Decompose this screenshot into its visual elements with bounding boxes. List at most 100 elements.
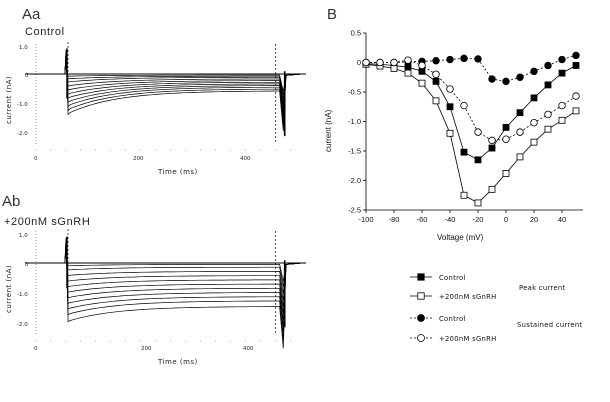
panel-ab-plot — [25, 229, 306, 349]
b-ytick-1: 0.5 — [351, 29, 361, 38]
b-series-2-point-16 — [572, 107, 580, 115]
b-series-1-point-7 — [446, 103, 454, 111]
b-series-1-point-10 — [488, 144, 496, 152]
b-ytick-3: -0.5 — [348, 88, 361, 97]
b-series-4-point-15 — [558, 101, 566, 110]
b-series-4-point-14 — [544, 110, 552, 119]
aa-xlabel: Time (ms) — [157, 168, 198, 176]
b-ytick-6: -2.0 — [348, 176, 361, 185]
b-series-3-point-12 — [516, 73, 524, 81]
b-series-4-point-3 — [390, 58, 398, 67]
ab-trace-3 — [35, 246, 303, 294]
legend-marker-4 — [417, 334, 425, 342]
b-series-1-point-9 — [474, 156, 482, 164]
b-series-4-point-1 — [362, 58, 370, 67]
b-series-1-point-5 — [418, 67, 426, 75]
b-series-3-point-6 — [432, 57, 440, 65]
b-xlabel: Voltage (mV) — [437, 233, 484, 242]
legend-group-peak: Peak current — [519, 284, 565, 292]
ab-trace-7 — [35, 242, 303, 321]
b-series-4-point-6 — [432, 70, 440, 78]
b-series-4-point-9 — [474, 128, 482, 136]
b-series-1-point-6 — [432, 77, 440, 85]
b-series-3-point-15 — [558, 55, 566, 64]
aa-trace-7 — [35, 53, 303, 115]
b-series-4-point-10 — [488, 136, 496, 145]
b-series-2-point-7 — [446, 129, 454, 137]
b-series-4-point-16 — [572, 92, 580, 100]
b-series-2-point-13 — [530, 138, 538, 146]
b-xtick-1: -100 — [358, 215, 373, 224]
ab-trace-2 — [35, 247, 303, 287]
b-series-1-line — [365, 63, 577, 161]
legend-marker-1 — [417, 273, 425, 281]
b-series-1-point-12 — [516, 109, 524, 117]
ab-xtick-3: 400 — [243, 346, 254, 352]
panel-aa-plot — [25, 42, 306, 151]
panel-ab-title: +200nM sGnRH — [4, 216, 90, 228]
aa-xtick-1: 0 — [34, 156, 38, 162]
ab-trace-9 — [35, 239, 303, 334]
ab-trace-8 — [35, 241, 303, 327]
b-series-4-point-12 — [516, 128, 524, 136]
panel-aa-letter: Aa — [22, 6, 41, 23]
b-series-2-point-5 — [418, 79, 426, 87]
panel-aa: Aa Control 1.0 0 -1.0 -2.0 0 200 400 Tim… — [5, 6, 306, 176]
b-xtick-2: -80 — [389, 215, 400, 224]
b-series-3-point-13 — [530, 67, 538, 76]
legend-marker-3 — [417, 314, 425, 322]
panel-ab-letter: Ab — [2, 193, 20, 210]
panel-b-letter: B — [327, 6, 337, 23]
b-series-2-point-11 — [502, 170, 510, 177]
b-series-3-point-11 — [502, 77, 510, 86]
b-series-2-point-3 — [390, 65, 398, 72]
b-xtick-8: 40 — [558, 215, 566, 224]
ab-ylabel: current (nA) — [5, 265, 13, 313]
b-xtick-3: -60 — [417, 215, 428, 224]
b-series-2-point-14 — [544, 125, 552, 133]
legend-entry-1: Control — [439, 274, 466, 282]
legend: Control +200nM sGnRH Control +200nM sGnR… — [410, 273, 582, 343]
legend-markers — [410, 273, 432, 342]
b-series-4-point-8 — [460, 101, 468, 110]
aa-ytick-2: 0 — [25, 73, 29, 79]
ab-trace-5 — [35, 244, 303, 307]
b-series-2-line — [365, 63, 577, 204]
ab-ytick-1: 1.0 — [19, 233, 28, 239]
panel-b: B 0.5 0 -0.5 -1.0 -1.5 -2.0 -2.5-100 -80 -60 -40 -… — [324, 6, 583, 242]
aa-trace-4 — [35, 57, 303, 103]
ab-trace-11 — [35, 237, 303, 349]
b-series-1-point-16 — [572, 62, 580, 69]
b-ytick-7: -2.5 — [348, 206, 361, 215]
b-series-4-point-5 — [418, 61, 426, 70]
ab-trace-10 — [35, 238, 303, 341]
b-series-2-point-15 — [558, 116, 566, 124]
aa-trace-10 — [35, 50, 303, 127]
b-series-2-point-12 — [516, 153, 524, 161]
b-series-2-point-4 — [404, 69, 412, 77]
panel-aa-title: Control — [25, 26, 65, 38]
b-xtick-5: -20 — [473, 215, 484, 224]
panel-ab: Ab +200nM sGnRH 1.0 0 -1.0 -2.0 0 200 40… — [2, 193, 306, 366]
aa-trace-2 — [35, 59, 303, 95]
aa-trace-5 — [35, 56, 303, 107]
aa-ytick-1: 1.0 — [19, 45, 28, 51]
aa-trace-9 — [35, 51, 303, 123]
b-series-2-point-9 — [474, 199, 482, 207]
b-series-1-point-8 — [460, 148, 468, 156]
ab-trace-6 — [35, 243, 303, 314]
ab-xtick-2: 200 — [141, 346, 152, 352]
b-series-3-point-16 — [572, 51, 580, 60]
ab-ytick-2: 0 — [25, 262, 29, 268]
b-series-3-point-10 — [488, 75, 496, 83]
ab-trace-1 — [35, 248, 303, 282]
b-series-3-line — [366, 55, 577, 82]
legend-entry-3: Control — [439, 315, 466, 323]
b-series-4-point-11 — [502, 135, 510, 143]
aa-ytick-4: -2.0 — [17, 131, 28, 137]
aa-xtick-2: 200 — [133, 156, 144, 162]
b-ytick-4: -1.0 — [348, 117, 361, 126]
b-series-4-point-4 — [404, 56, 412, 64]
aa-xtick-3: 400 — [240, 156, 251, 162]
